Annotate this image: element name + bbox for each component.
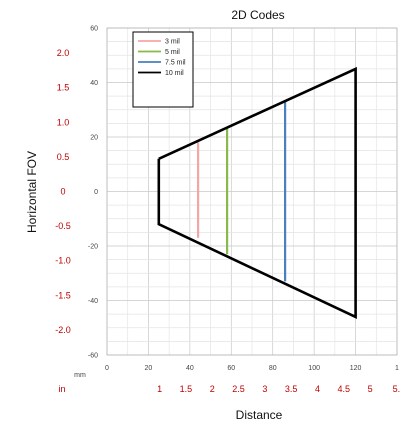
x-tick-mm: 120: [350, 365, 362, 372]
x-axis-title: Distance: [236, 408, 283, 422]
x-tick-in: 1.5: [180, 384, 193, 394]
x-tick-mm: 0: [105, 365, 109, 372]
y-tick-in: -1.5: [55, 290, 71, 300]
series-layer: [157, 66, 357, 319]
x-tick-mm: 60: [227, 365, 235, 372]
x-unit-mm: mm: [74, 372, 86, 379]
legend-label: 5 mil: [165, 49, 180, 56]
legend-label: 3 mil: [165, 39, 180, 46]
x-tick-in: 4: [315, 384, 320, 394]
y-tick-mm: -20: [88, 244, 98, 251]
legend-box: [132, 31, 194, 108]
y-tick-in: -0.5: [55, 221, 71, 231]
y-axis-title: Horizontal FOV: [25, 151, 39, 233]
y-tick-mm: 0: [94, 189, 98, 196]
x-tick-in: 2: [210, 384, 215, 394]
x-tick-in: 1: [157, 384, 162, 394]
y-tick-mm: -60: [88, 353, 98, 360]
x-tick-in: 3.5: [285, 384, 298, 394]
y-tick-mm: 20: [90, 135, 98, 142]
y-tick-in: 1.5: [57, 83, 70, 93]
y-tick-in: 0: [60, 187, 65, 197]
plot-frame: [106, 27, 398, 356]
x-tick-in: 2.5: [232, 384, 245, 394]
y-tick-in: -2.0: [55, 325, 71, 335]
y-tick-mm: -40: [88, 298, 98, 305]
y-tick-in: -1.0: [55, 256, 71, 266]
y-tick-in: 1.0: [57, 117, 70, 127]
y-tick-in: 2.0: [57, 48, 70, 58]
x-tick-in: 5.: [393, 384, 401, 394]
x-tick-in: 4.5: [338, 384, 351, 394]
chart-title: 2D Codes: [231, 8, 284, 22]
y-tick-mm: 40: [90, 80, 98, 87]
x-tick-mm: 40: [186, 365, 194, 372]
legend: 3 mil 5 mil 7.5 mil 10 mil: [132, 31, 194, 108]
x-unit-in: in: [58, 384, 65, 394]
x-tick-mm: 100: [308, 365, 320, 372]
y-tick-in: 0.5: [57, 152, 70, 162]
x-tick-mm: 20: [145, 365, 153, 372]
x-tick-in: 3: [262, 384, 267, 394]
x-tick-mm: 80: [269, 365, 277, 372]
legend-label: 7.5 mil: [165, 60, 186, 67]
x-tick-mm: 1: [395, 365, 399, 372]
y-tick-mm: 60: [90, 26, 98, 33]
x-tick-in: 5: [368, 384, 373, 394]
series-10-mil: [157, 66, 357, 319]
legend-label: 10 mil: [165, 70, 184, 77]
